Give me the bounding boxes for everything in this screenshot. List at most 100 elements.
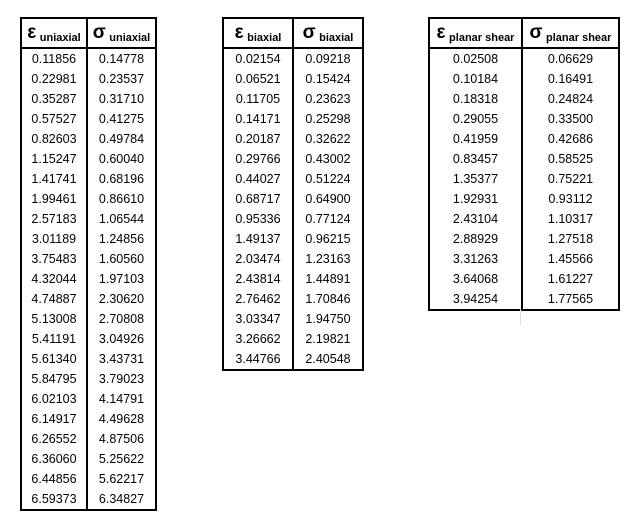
cell: 0.42686 [547, 132, 594, 146]
symbol: ε [234, 22, 244, 43]
cell: 0.96215 [305, 232, 351, 246]
cell: 2.03474 [223, 249, 294, 269]
cell: 0.49784 [98, 132, 145, 146]
cell: 2.57183 [21, 209, 88, 229]
cell: 5.84795 [21, 369, 88, 389]
cell: 0.75221 [547, 172, 594, 186]
cell: 0.41959 [429, 129, 523, 149]
cell: 0.68196 [98, 172, 145, 186]
cell: 0.86610 [98, 192, 145, 206]
cell: 3.26662 [223, 329, 294, 349]
data-table: ε biaxial σ biaxial 0.02154 0.09218 0.06521 0… [222, 17, 364, 371]
cell: 1.61227 [547, 272, 594, 286]
column-header: ε biaxial [223, 18, 294, 49]
cell: 6.26552 [21, 429, 88, 449]
cell: 1.49137 [223, 229, 294, 249]
cell: 0.29055 [429, 109, 523, 129]
column-header: σ biaxial [293, 18, 363, 49]
cell: 0.77124 [305, 212, 351, 226]
cell: 0.06521 [223, 69, 294, 89]
subscript: uniaxial [39, 32, 81, 44]
cell: 3.03347 [223, 309, 294, 329]
cell: 2.70808 [98, 312, 145, 326]
cell: 5.61340 [21, 349, 88, 369]
cell: 4.32044 [21, 269, 88, 289]
cell: 0.51224 [305, 172, 351, 186]
cell: 1.99461 [21, 189, 88, 209]
cell: 0.20187 [223, 129, 294, 149]
cell: 0.60040 [98, 152, 145, 166]
cell: 0.43002 [305, 152, 351, 166]
cell: 3.94254 [429, 289, 523, 310]
subscript: biaxial [319, 32, 354, 44]
cell: 0.23623 [305, 92, 351, 106]
cell: 0.02508 [429, 48, 523, 69]
cell: 6.14917 [21, 409, 88, 429]
cell: 1.23163 [305, 252, 351, 266]
cell: 0.09218 [305, 52, 351, 66]
symbol: σ [529, 22, 543, 43]
cell: 2.19821 [305, 332, 351, 346]
cell: 0.68717 [223, 189, 294, 209]
cell: 0.18318 [429, 89, 523, 109]
cell: 1.27518 [547, 232, 594, 246]
subscript: planar shear [546, 32, 612, 44]
cell: 0.22981 [21, 69, 88, 89]
cell: 0.35287 [21, 89, 88, 109]
faint-line [520, 307, 521, 325]
cell: 3.64068 [429, 269, 523, 289]
cell: 0.41275 [98, 112, 145, 126]
cell: 1.35377 [429, 169, 523, 189]
subscript: planar shear [449, 32, 515, 44]
cell: 1.77565 [547, 292, 594, 306]
cell: 1.44891 [305, 272, 351, 286]
cell: 3.31263 [429, 249, 523, 269]
cell: 1.24856 [98, 232, 145, 246]
cell: 3.44766 [223, 349, 294, 370]
cell: 0.33500 [547, 112, 594, 126]
cell: 0.25298 [305, 112, 351, 126]
cell: 0.58525 [547, 152, 594, 166]
cell: 1.45566 [547, 252, 594, 266]
cell: 4.14791 [98, 392, 145, 406]
cell: 0.44027 [223, 169, 294, 189]
cell: 0.32622 [305, 132, 351, 146]
cell: 0.15424 [305, 72, 351, 86]
subscript: biaxial [247, 32, 282, 44]
cell: 6.36060 [21, 449, 88, 469]
cell: 0.82603 [21, 129, 88, 149]
cell: 0.14171 [223, 109, 294, 129]
cell: 1.92931 [429, 189, 523, 209]
cell: 4.74887 [21, 289, 88, 309]
cell: 0.57527 [21, 109, 88, 129]
cell: 3.43731 [98, 352, 145, 366]
cell: 5.62217 [98, 472, 145, 486]
cell: 0.24824 [547, 92, 594, 106]
cell: 2.43814 [223, 269, 294, 289]
cell: 2.88929 [429, 229, 523, 249]
cell: 0.64900 [305, 192, 351, 206]
cell: 0.23537 [98, 72, 145, 86]
cell: 4.87506 [98, 432, 145, 446]
cell: 0.11856 [21, 48, 88, 69]
cell: 3.04926 [98, 332, 145, 346]
symbol: ε [27, 22, 37, 43]
cell: 0.29766 [223, 149, 294, 169]
cell: 0.10184 [429, 69, 523, 89]
cell: 1.97103 [98, 272, 145, 286]
cell: 5.25622 [98, 452, 145, 466]
cell: 0.31710 [98, 92, 145, 106]
cell: 3.75483 [21, 249, 88, 269]
cell: 1.15247 [21, 149, 88, 169]
cell: 6.34827 [98, 492, 145, 506]
cell: 0.11705 [223, 89, 294, 109]
data-table: ε uniaxial σ uniaxial 0.11856 0.14778 0.2298… [20, 17, 157, 511]
cell: 0.16491 [547, 72, 594, 86]
cell: 1.06544 [98, 212, 145, 226]
cell: 0.06629 [547, 52, 594, 66]
data-table: ε planar shear σ planar shear 0.02508 0.066… [428, 17, 620, 311]
cell: 2.43104 [429, 209, 523, 229]
cell: 2.40548 [305, 352, 351, 366]
cell: 0.14778 [98, 52, 145, 66]
